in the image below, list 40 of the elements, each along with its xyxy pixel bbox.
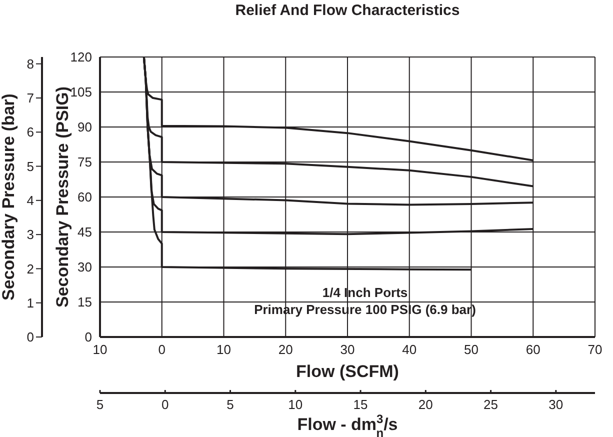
y-tick-label: 30 — [78, 260, 92, 275]
y-tick-label: 90 — [78, 120, 92, 135]
x2-tick-label: 15 — [353, 397, 368, 412]
y2-axis-title: Secondary Pressure (bar) — [0, 94, 18, 300]
y-tick-label: 120 — [70, 50, 92, 65]
x2-tick-label: 20 — [418, 397, 433, 412]
x-tick-label: 50 — [464, 342, 478, 358]
x-tick-label: 30 — [340, 342, 355, 358]
x2-tick-label: 5 — [226, 397, 234, 412]
x2-tick-label: 10 — [288, 397, 303, 412]
chart-title: Relief And Flow Characteristics — [234, 2, 461, 19]
y2-tick-label: 4 — [26, 193, 34, 208]
y2-tick-label: 5 — [26, 158, 34, 174]
y-tick-label: 60 — [78, 190, 92, 205]
y-tick-label: 0 — [84, 330, 92, 345]
x2-tick-label: 30 — [548, 397, 564, 412]
x-axis-title: Flow (SCFM) — [296, 362, 399, 381]
y2-tick-label: 8 — [26, 56, 34, 72]
x2-tick-label: 25 — [484, 397, 498, 412]
x-tick-label: 60 — [526, 342, 540, 358]
y-tick-label: 75 — [78, 154, 92, 170]
x-tick-label: 40 — [402, 342, 417, 358]
x-tick-label: 10 — [216, 342, 231, 358]
x-tick-label: 10 — [92, 342, 108, 358]
y-axis-title: Secondary Pressure (PSIG) — [53, 86, 72, 308]
x-tick-label: 0 — [158, 342, 166, 358]
y-tick-label: 105 — [70, 84, 92, 100]
y2-tick-label: 3 — [26, 227, 34, 242]
y2-tick-label: 6 — [26, 124, 34, 140]
x2-tick-label: 0 — [162, 397, 169, 412]
y2-tick-label: 2 — [26, 261, 34, 276]
y2-tick-label: 0 — [26, 330, 34, 345]
x-tick-label: 70 — [588, 342, 602, 358]
x2-axis-title: Flow - dm$^{3}$$_{n}$/s — [297, 412, 398, 437]
x2-tick-label: 5 — [96, 397, 104, 412]
y-tick-label: 45 — [78, 224, 92, 240]
y2-tick-label: 1 — [26, 295, 34, 310]
y2-tick-label: 7 — [26, 90, 34, 106]
y-tick-label: 15 — [78, 294, 92, 310]
x-tick-label: 20 — [278, 342, 293, 358]
